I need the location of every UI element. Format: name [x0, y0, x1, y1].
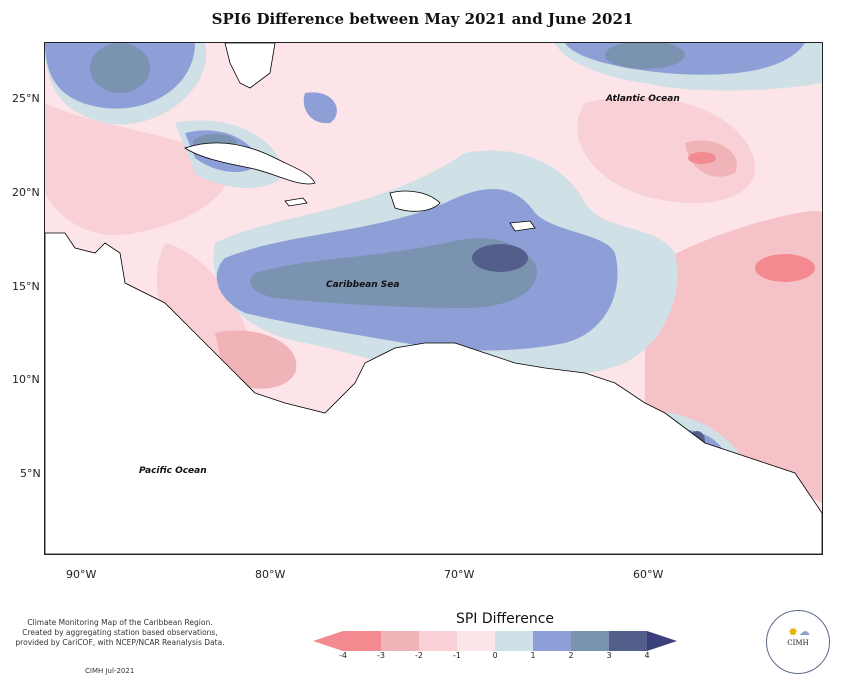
legend-bin-3 [419, 631, 457, 651]
pacific-ocean-label: Pacific Ocean [139, 466, 207, 476]
logo-text: CIMH [787, 639, 809, 647]
cuba-land [184, 142, 316, 185]
legend-tick: 3 [606, 651, 612, 660]
lat-label-10n: 10°N [12, 373, 40, 386]
legend-bin-1 [343, 631, 381, 651]
atlantic-ocean-label: Atlantic Ocean [606, 94, 680, 104]
spi-map-canvas [45, 43, 822, 554]
legend-tick: 1 [530, 651, 536, 660]
legend-arrow-low [313, 631, 343, 651]
legend-tick: 2 [568, 651, 574, 660]
legend-tick: -1 [453, 651, 461, 660]
legend-bin-7 [571, 631, 609, 651]
lat-label-15n: 15°N [12, 280, 40, 293]
south-central-america-land [45, 232, 822, 554]
legend-bin-5 [495, 631, 533, 651]
puerto-rico-land [509, 220, 536, 232]
florida-land [224, 43, 276, 89]
legend-bin-8 [609, 631, 647, 651]
caribbean-sea-label: Caribbean Sea [326, 280, 400, 290]
lat-label-25n: 25°N [12, 92, 40, 105]
sun-icon: ✹ [788, 625, 799, 639]
credit-line-3: provided by CariCOF, with NCEP/NCAR Rean… [15, 638, 225, 647]
jamaica-land [284, 197, 308, 207]
lon-label-90w: 90°W [66, 568, 97, 581]
legend-tick: -4 [339, 651, 347, 660]
lon-label-80w: 80°W [255, 568, 286, 581]
legend-arrow-high [647, 631, 677, 651]
legend-bin-2 [381, 631, 419, 651]
lon-label-70w: 70°W [444, 568, 475, 581]
legend-title: SPI Difference [455, 611, 555, 627]
legend-colorbar [313, 631, 677, 651]
map-title: SPI6 Difference between May 2021 and Jun… [211, 10, 634, 28]
legend-tick: 0 [492, 651, 498, 660]
credit-line-2: Created by aggregating station based obs… [22, 628, 218, 637]
credit-line-1: Climate Monitoring Map of the Caribbean … [27, 618, 213, 627]
legend-tick: -3 [377, 651, 385, 660]
lat-label-5n: 5°N [20, 467, 41, 480]
lon-label-60w: 60°W [633, 568, 664, 581]
legend-bin-6 [533, 631, 571, 651]
credit-text: Climate Monitoring Map of the Caribbean … [15, 618, 225, 648]
date-stamp: CIMH Jul-2021 [85, 667, 135, 675]
legend-tick: -2 [415, 651, 423, 660]
lat-label-20n: 20°N [12, 186, 40, 199]
cimh-logo: ✹ ☁ CIMH [766, 610, 830, 674]
legend-tick: 4 [644, 651, 650, 660]
hispaniola-land [389, 190, 441, 212]
cloud-icon: ☁ [799, 625, 810, 638]
legend-bin-4 [457, 631, 495, 651]
map-area[interactable] [44, 42, 823, 555]
